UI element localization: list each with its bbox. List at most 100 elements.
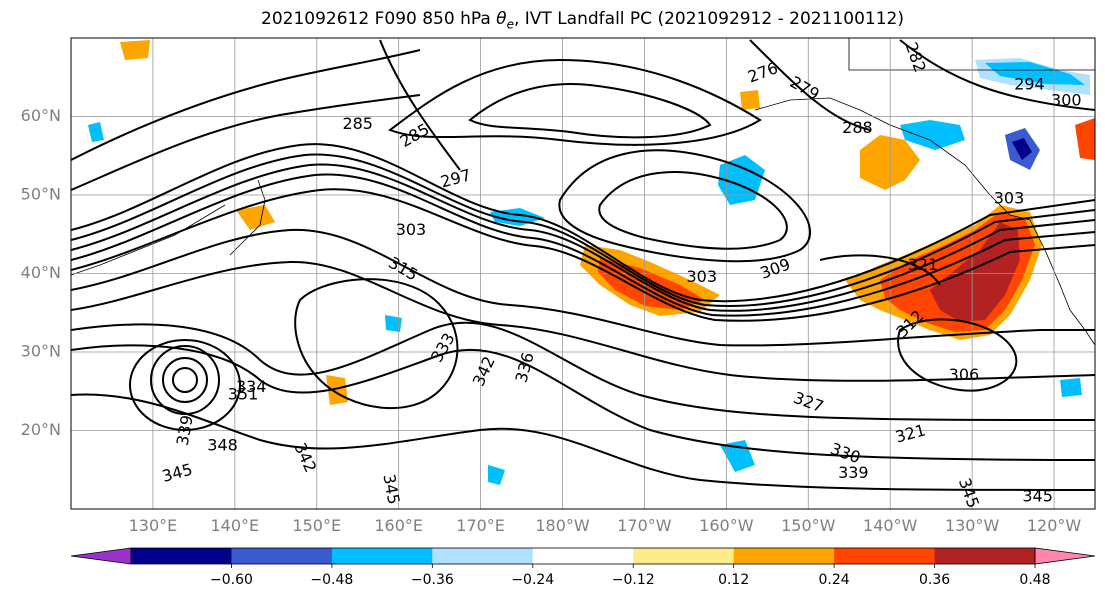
colorbar-segment <box>633 548 735 564</box>
colorbar-extend-low <box>70 547 132 565</box>
longitude-tick-label: 170°E <box>456 516 505 535</box>
title-subscript: e <box>506 17 514 32</box>
shading-negative-navy <box>1012 138 1032 160</box>
contour-line <box>172 367 198 393</box>
latitude-tick-labels: 60°N 50°N 40°N 30°N 20°N <box>21 106 61 439</box>
colorbar-tick-label: −0.36 <box>411 572 454 588</box>
shading-negative-blue <box>985 62 1085 85</box>
shading-positive-darkred <box>930 222 1020 322</box>
longitude-tick-label: 130°E <box>129 516 178 535</box>
map-frame <box>70 37 1096 510</box>
shading-alaska-red <box>1075 118 1095 160</box>
title-prefix: 2021092612 F090 850 hPa <box>261 9 497 29</box>
contour-label: 303 <box>994 188 1025 207</box>
contour-line <box>387 58 762 146</box>
longitude-tick-label: 170°W <box>617 516 672 535</box>
longitude-tick-label: 140°E <box>211 516 260 535</box>
contour-label: 351 <box>228 385 259 404</box>
contour-label: 294 <box>1014 75 1045 94</box>
contour-line <box>899 39 1095 111</box>
contour-line <box>819 254 941 286</box>
latitude-tick-label: 40°N <box>21 263 61 282</box>
shading-small-orange-1 <box>740 90 760 110</box>
theta-e-contours <box>71 39 1095 491</box>
boundary-canada-line <box>848 38 1095 71</box>
contour-line <box>71 143 1095 303</box>
shading-negative-bering <box>718 155 765 205</box>
longitude-tick-label: 160°W <box>699 516 754 535</box>
colorbar-tick-label: −0.48 <box>310 572 353 588</box>
colorbar-tick-label: 0.24 <box>819 572 850 588</box>
shading-small-orange-3 <box>236 205 275 230</box>
colorbar-segment <box>231 548 333 564</box>
latitude-tick-label: 20°N <box>21 420 61 439</box>
contour-label: 345 <box>1022 487 1053 506</box>
colorbar-segment <box>733 548 835 564</box>
contour-line <box>71 228 1095 347</box>
contour-line <box>71 173 1095 317</box>
colorbar-segment <box>532 548 634 564</box>
contour-label: 348 <box>207 436 238 455</box>
contour-line <box>598 171 788 250</box>
contour-line <box>71 94 421 191</box>
shading-small-orange-4 <box>120 40 150 60</box>
longitude-tick-label: 180°W <box>535 516 590 535</box>
longitude-tick-label: 150°E <box>292 516 341 535</box>
plot-title: 2021092612 F090 850 hPa θe, IVT Landfall… <box>0 9 1105 31</box>
colorbar-extend-high <box>1034 547 1096 565</box>
contour-line <box>71 344 1095 461</box>
contour-label: 306 <box>949 365 980 384</box>
colorbar-tick-label: −0.24 <box>511 572 554 588</box>
coastline-alaska <box>754 97 1031 221</box>
contour-line <box>71 321 1095 421</box>
title-suffix: , IVT Landfall PC (2021092912 - 20211001… <box>513 9 904 29</box>
contour-line <box>749 39 871 131</box>
contour-line <box>71 188 1095 322</box>
shading-negative-small-1 <box>88 122 104 142</box>
colorbar-tick-label: 0.12 <box>718 572 749 588</box>
colorbar-tick-label: −0.60 <box>210 572 253 588</box>
coastline-japan <box>229 179 266 256</box>
colorbar-segment <box>432 548 534 564</box>
graticule <box>71 38 1095 509</box>
colorbar-segment <box>834 548 936 564</box>
latitude-tick-label: 50°N <box>21 185 61 204</box>
longitude-tick-label: 150°W <box>781 516 836 535</box>
colorbar-tick-label: 0.36 <box>919 572 950 588</box>
shading-negative-small-3 <box>488 465 505 485</box>
contour-label: 321 <box>908 255 939 274</box>
longitude-tick-labels: 130°E 140°E 150°E 160°E 170°E 180°W 170°W 160°W… <box>129 516 1082 535</box>
colorbar-tick-labels: −0.60 −0.48 −0.36 −0.24 −0.12 0.12 0.24 0.36 0.4… <box>210 564 1051 588</box>
contour-line <box>294 278 459 410</box>
colorbar-segment <box>331 548 433 564</box>
colorbar <box>70 547 1096 565</box>
contour-label: 303 <box>687 267 718 286</box>
contour-line <box>558 149 812 263</box>
coastlines <box>71 38 1095 346</box>
contour-line <box>71 393 1095 491</box>
contour-label: 288 <box>842 118 873 137</box>
shading-negative-small-4 <box>1060 378 1082 397</box>
longitude-tick-label: 120°W <box>1027 516 1082 535</box>
contour-line <box>379 39 461 171</box>
contour-label: 334 <box>236 377 267 396</box>
contour-line <box>468 83 712 139</box>
coastline-asia <box>71 204 226 276</box>
latitude-tick-label: 30°N <box>21 342 61 361</box>
longitude-tick-label: 140°W <box>863 516 918 535</box>
title-symbol: θ <box>496 9 507 29</box>
colorbar-segment <box>934 548 1036 564</box>
longitude-tick-label: 130°W <box>945 516 1000 535</box>
coastline-north-america <box>1029 219 1095 346</box>
colorbar-frame <box>130 547 1036 565</box>
longitude-tick-label: 160°E <box>374 516 423 535</box>
contour-line <box>897 318 1018 392</box>
contour-label: 303 <box>396 220 427 239</box>
contour-label: 285 <box>342 114 373 133</box>
contour-line <box>150 345 220 415</box>
contour-line <box>71 49 421 161</box>
contour-line <box>129 339 241 431</box>
shading-small-orange-2 <box>326 375 348 405</box>
